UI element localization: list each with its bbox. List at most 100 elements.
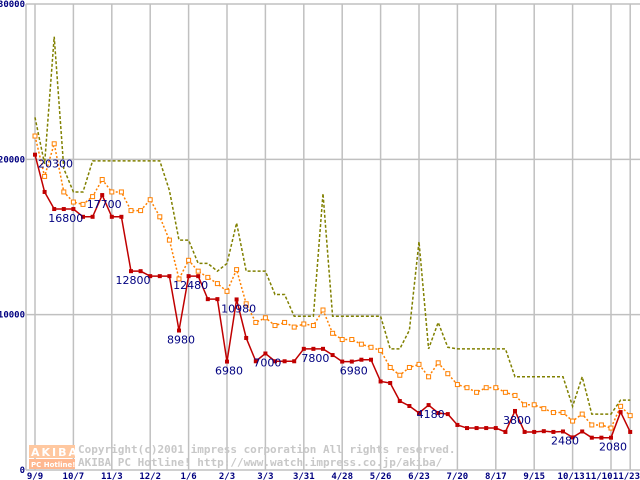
data-point-min [532,429,537,434]
data-point-average [512,392,518,398]
data-point-average [502,389,508,395]
data-point-average [378,347,384,353]
data-point-min [205,297,210,302]
data-point-average [243,301,249,307]
data-point-average [195,268,201,274]
data-point-average [90,194,96,200]
data-point-min [417,410,421,415]
data-point-min [493,426,498,431]
x-tick-label: 6/23 [408,472,430,480]
data-label: 7800 [301,352,329,365]
x-tick-label: 1/6 [180,472,196,480]
x-tick-label: 7/20 [447,472,469,480]
data-point-average [301,321,307,327]
data-point-average [531,402,537,408]
series-line-max [34,36,631,415]
logo-bottom-text: PC Hotline! [31,461,75,469]
data-point-min [541,429,546,434]
data-point-min [570,435,575,440]
logo-top-text: AKIBA [31,446,79,459]
data-point-min [196,274,201,279]
data-point-average [570,418,576,424]
data-point-average [147,197,153,203]
data-point-average [310,323,316,329]
data-point-min [618,410,623,415]
data-point-min [225,359,229,364]
data-point-average [224,288,230,294]
data-label: 16800 [48,212,83,225]
data-point-average [282,319,288,325]
watermark: AKIBA PC Hotline! Copyright(c)2001 impre… [29,443,456,469]
data-point-min [253,359,258,364]
data-point-average [426,374,432,380]
data-point-average [406,364,412,370]
data-label: 12800 [116,274,151,287]
data-point-average [51,141,57,147]
x-tick-label: 8/17 [485,472,507,480]
data-point-min [551,429,556,434]
y-tick-label: 0 [20,466,25,476]
x-tick-label: 9/15 [523,472,545,480]
data-point-average [118,189,124,195]
data-point-min [455,422,460,427]
data-label: 2080 [599,441,627,454]
copyright-text: Copyright(c)2001 impress corporation All… [78,443,456,456]
data-point-average [253,319,259,325]
data-point-average [61,189,67,195]
y-tick-label: 30000 [0,0,25,10]
data-point-average [560,410,566,416]
data-point-average [464,385,470,391]
data-point-average [483,385,489,391]
series-line-min [34,154,631,439]
data-point-average [109,189,115,195]
x-tick-label: 10/13 [558,472,585,480]
data-point-average [579,411,585,417]
x-tick-label: 12/2 [139,472,161,480]
data-point-average [128,208,134,214]
data-point-min [282,359,287,364]
data-point-average [330,330,336,336]
data-point-average [608,425,614,431]
data-label: 6980 [215,365,243,378]
data-labels: 20300 16800 17700 12800 12480 8980 10980 6980 70… [38,158,627,454]
data-point-min [397,399,402,404]
data-label: 2480 [551,434,579,447]
data-point-average [176,276,182,282]
data-point-average [166,237,172,243]
x-tick-label: 11/3 [101,472,123,480]
data-point-min [90,214,95,219]
y-tick-label: 10000 [0,311,25,321]
data-point-min [33,152,37,157]
data-point-average [416,361,422,367]
data-point-min [407,404,412,409]
data-point-min [52,207,57,212]
data-point-min [628,429,633,434]
data-point-average [80,201,86,207]
x-tick-label: 3/31 [293,472,315,480]
data-point-average [397,372,403,378]
data-point-min [474,426,479,431]
data-point-min [340,359,345,364]
data-label: 12480 [173,279,208,292]
data-point-min [589,435,594,440]
data-point-average [454,382,460,388]
x-tick-label: 4/28 [331,472,353,480]
data-point-min [522,429,527,434]
data-label: 10980 [221,302,256,315]
data-label: 7000 [253,357,281,370]
data-point-average [320,307,326,313]
data-point-min [599,435,604,440]
data-point-average [339,337,345,343]
data-label: 3800 [503,414,531,427]
data-point-average [522,402,528,408]
data-point-min [359,357,364,362]
x-tick-label: 9/9 [27,472,43,480]
data-point-min [234,297,239,302]
data-point-min [244,335,249,340]
data-point-min [273,359,277,364]
data-point-average [272,323,278,329]
data-point-average [205,274,211,280]
data-point-min [100,193,105,198]
